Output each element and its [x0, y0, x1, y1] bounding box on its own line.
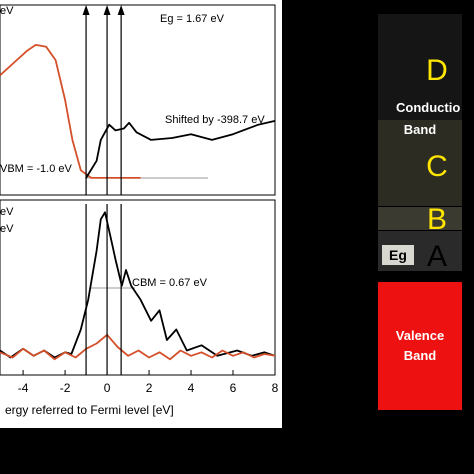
arrow-head: [103, 5, 111, 15]
label-c: C: [426, 150, 448, 183]
annotation: eV: [0, 5, 14, 17]
label-b: B: [427, 203, 447, 236]
x-tick-label: -4: [18, 381, 29, 395]
region-c: [378, 120, 462, 206]
x-tick-label: 2: [146, 381, 153, 395]
x-tick-label: 6: [230, 381, 237, 395]
data-line: [0, 211, 276, 359]
bottom-frame: [0, 199, 276, 376]
x-tick-label: -2: [60, 381, 71, 395]
x-axis-label: ergy referred to Fermi level [eV]: [5, 403, 174, 417]
x-tick-label: 8: [272, 381, 279, 395]
valence-label: Band: [404, 348, 437, 363]
label-d: D: [426, 54, 448, 87]
conduction-label: Conductio: [396, 100, 460, 115]
annotation: eV: [0, 223, 14, 235]
data-line: [0, 333, 276, 361]
label-a: A: [427, 240, 447, 273]
valence-band: [378, 282, 462, 410]
region-b: [378, 207, 462, 230]
eg-box: [382, 245, 414, 265]
data-line: [85, 120, 276, 179]
x-tick-label: 4: [188, 381, 195, 395]
annotation: CBM = 0.67 eV: [132, 277, 208, 289]
arrow-head: [82, 5, 90, 15]
plot-background: [0, 0, 282, 428]
region-d: [378, 14, 462, 120]
arrow-head: [117, 5, 125, 15]
annotation: VBM = -1.0 eV: [0, 163, 73, 175]
annotation: Eg = 1.67 eV: [160, 13, 225, 25]
valence-label: Valence: [396, 328, 444, 343]
eg-label: Eg: [389, 247, 407, 263]
top-frame: [0, 4, 276, 196]
annotation: Shifted by -398.7 eV: [165, 114, 265, 126]
annotation: eV: [0, 206, 14, 218]
conduction-label: Band: [404, 122, 437, 137]
x-tick-label: 0: [104, 381, 111, 395]
